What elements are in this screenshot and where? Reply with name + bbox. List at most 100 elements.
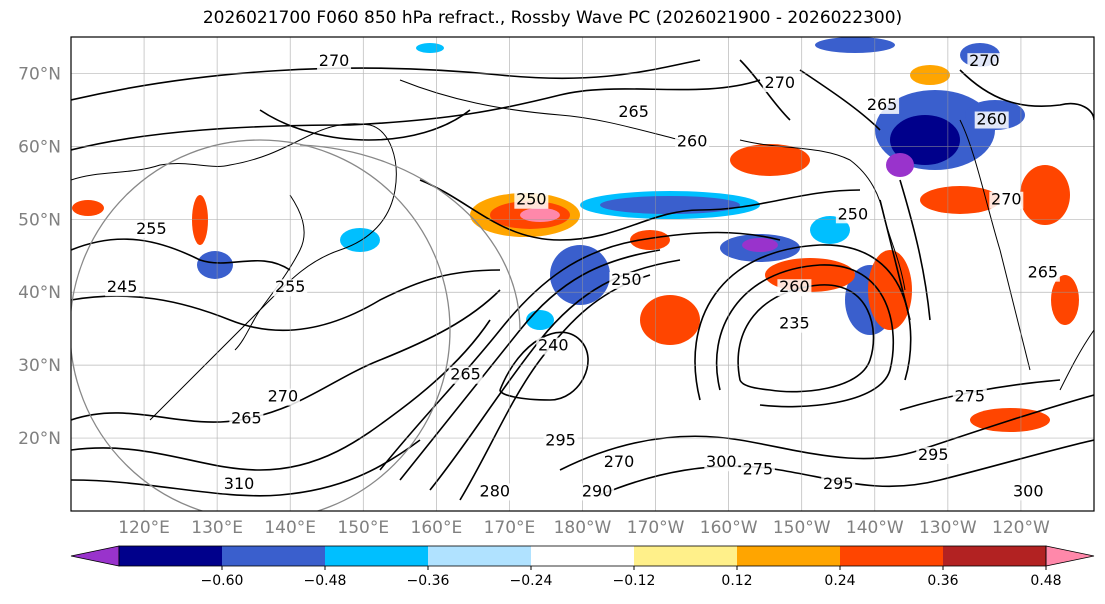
contour-label: 275	[955, 387, 986, 406]
contour-label: 265	[231, 408, 262, 427]
colorbar-segment	[222, 546, 326, 566]
contour-label: 300	[1013, 481, 1044, 500]
colorbar-tick-label: −0.36	[407, 573, 450, 589]
contour-label: 295	[545, 430, 576, 449]
colorbar-segment	[840, 546, 944, 566]
contour-label: 265	[618, 102, 649, 121]
colorbar-segment	[531, 546, 635, 566]
lon-tick-label: 140°E	[264, 518, 316, 538]
colorbar-segment	[119, 546, 223, 566]
contour-label-bg	[616, 104, 651, 122]
contour-label: 245	[107, 277, 138, 296]
contour-label: 260	[976, 110, 1007, 129]
colorbar-segment	[943, 546, 1047, 566]
contour-label-bg	[543, 432, 578, 450]
colorbar-tick-label: 0.48	[1030, 573, 1061, 589]
latitude-labels: 70°N 60°N 50°N 40°N 30°N 20°N	[18, 64, 61, 449]
contour-label: 250	[838, 204, 869, 223]
lat-tick-label: 40°N	[18, 283, 61, 303]
lon-tick-label: 170°W	[627, 518, 685, 538]
contour-label: 260	[779, 277, 810, 296]
contour-label-bg	[865, 96, 900, 114]
contour-label-bg	[974, 111, 1009, 129]
lon-tick-label: 140°W	[846, 518, 904, 538]
lat-tick-label: 30°N	[18, 356, 61, 376]
contour-label-bg	[602, 454, 637, 472]
lon-tick-label: 130°W	[919, 518, 977, 538]
contour-label-bg	[777, 279, 812, 297]
contour-label: 260	[677, 131, 708, 150]
lon-tick-label: 120°W	[992, 518, 1050, 538]
contour-label-bg	[448, 366, 483, 384]
contour-label: 280	[480, 481, 511, 500]
contour-label: 250	[516, 190, 547, 209]
lon-tick-label: 150°W	[773, 518, 831, 538]
contour-label-bg	[952, 388, 987, 406]
contour-label-bg	[989, 191, 1024, 209]
contour-label: 295	[918, 445, 949, 464]
lat-tick-label: 60°N	[18, 137, 61, 157]
lon-tick-label: 170°E	[484, 518, 536, 538]
colorbar-tick-label: −0.60	[201, 573, 244, 589]
plot-title: 2026021700 F060 850 hPa refract., Rossby…	[202, 8, 903, 28]
contour-label-bg	[609, 271, 644, 289]
contour-label-bg	[704, 454, 739, 472]
colorbar-extend-high	[1045, 545, 1095, 567]
lon-tick-label: 160°W	[700, 518, 758, 538]
contour-label: 265	[450, 365, 481, 384]
colorbar-extend-low	[70, 545, 120, 567]
colorbar-tick-label: 0.24	[824, 573, 855, 589]
contour-label-bg	[536, 337, 571, 355]
colorbar-border	[118, 545, 1047, 567]
contour-label: 265	[1028, 263, 1059, 282]
contour-label: 270	[319, 51, 350, 70]
contour-label-bg	[1011, 483, 1046, 501]
colorbar-segment	[634, 546, 738, 566]
lon-tick-label: 130°E	[191, 518, 243, 538]
contour-label: 270	[969, 51, 1000, 70]
contour-label-bg	[134, 220, 169, 238]
contour-label-bg	[317, 53, 352, 71]
lon-tick-label: 120°E	[118, 518, 170, 538]
contour-label-bg	[222, 476, 257, 494]
contour-label: 290	[582, 481, 613, 500]
contour-label: 235	[779, 314, 810, 333]
lon-tick-label: 160°E	[411, 518, 463, 538]
contour-label-bg	[580, 483, 615, 501]
contour-label-bg	[229, 410, 264, 428]
contour-label-bg	[762, 75, 797, 93]
contour-label: 295	[823, 474, 854, 493]
contour-labels: 270 270 270 265 265 260 260 255 250 250 250 245 255 2…	[105, 51, 1060, 501]
coastlines	[71, 79, 1094, 421]
map-frame	[70, 36, 1095, 512]
colorbar-tick-label: −0.24	[510, 573, 553, 589]
contour-label: 270	[765, 73, 796, 92]
colorbar-segment	[737, 546, 841, 566]
contour-label: 300	[706, 452, 737, 471]
graticule	[71, 37, 1094, 511]
contour-label: 270	[604, 452, 635, 471]
colorbar-tick-label: −0.12	[613, 573, 656, 589]
contour-label-bg	[477, 483, 512, 501]
contour-label: 270	[991, 190, 1022, 209]
contour-label: 310	[224, 474, 255, 493]
contour-label-bg	[105, 279, 140, 297]
lat-tick-label: 70°N	[18, 64, 61, 84]
colorbar-tick-label: 0.36	[927, 573, 958, 589]
contour-label: 265	[867, 95, 898, 114]
contour-label: 255	[275, 277, 306, 296]
longitude-labels: 120°E 130°E 140°E 150°E 160°E 170°E 180°W 170°W…	[118, 518, 1050, 538]
contour-label-bg	[273, 279, 308, 297]
contour-label: 250	[611, 270, 642, 289]
contour-label-bg	[740, 461, 775, 479]
contour-label-bg	[265, 388, 300, 406]
contour-label-bg	[1025, 264, 1060, 282]
lon-tick-label: 150°E	[337, 518, 389, 538]
contour-label-bg	[916, 446, 951, 464]
contour-label-bg	[777, 315, 812, 333]
lat-tick-label: 20°N	[18, 429, 61, 449]
lon-tick-label: 180°W	[554, 518, 612, 538]
contour-label: 275	[743, 460, 774, 479]
colorbar-tick-label: −0.48	[304, 573, 347, 589]
